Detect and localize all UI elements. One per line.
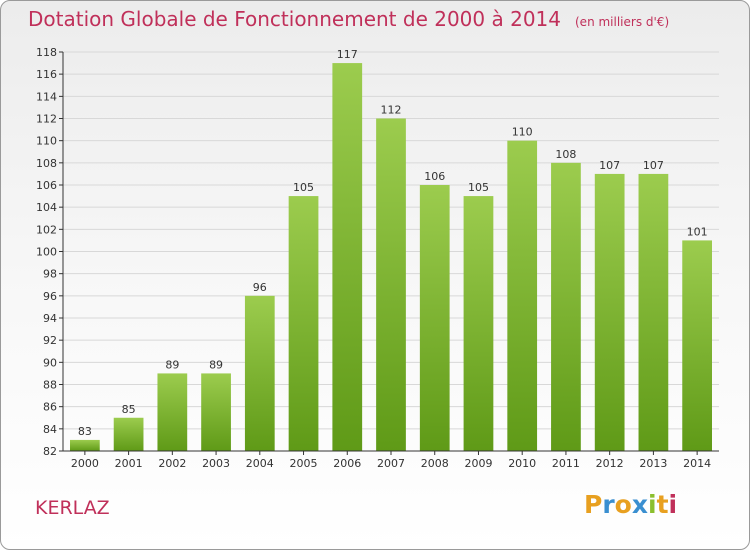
data-label: 96: [253, 281, 267, 294]
bar: [244, 295, 275, 451]
bar: [507, 140, 538, 451]
commune-name: KERLAZ: [35, 497, 110, 519]
x-tick-label: 2012: [596, 457, 624, 470]
data-label: 112: [381, 104, 402, 117]
data-label: 85: [122, 403, 136, 416]
proxiti-logo: Proxiti: [584, 490, 677, 519]
x-tick-label: 2008: [421, 457, 449, 470]
data-label: 89: [209, 358, 223, 371]
bars: [69, 63, 713, 452]
x-tick-label: 2004: [246, 457, 274, 470]
logo-letter: o: [614, 490, 632, 519]
y-tick-label: 94: [43, 312, 57, 325]
x-tick-label: 2013: [639, 457, 667, 470]
data-label: 117: [337, 48, 358, 61]
logo-letter: i: [668, 490, 678, 519]
bar: [682, 240, 713, 451]
x-tick-label: 2005: [290, 457, 318, 470]
bar: [332, 63, 363, 451]
x-tick-label: 2009: [464, 457, 492, 470]
labels: 82 84 86 88 90 92 94 96 98 100 102 104 106 108 110 112 1…: [36, 46, 711, 470]
y-tick-label: 96: [43, 290, 57, 303]
data-label: 110: [512, 126, 533, 139]
x-tick-label: 2011: [552, 457, 580, 470]
y-tick-label: 108: [36, 157, 57, 170]
data-label: 105: [468, 181, 489, 194]
bar: [551, 162, 581, 452]
y-tick-label: 98: [43, 268, 57, 281]
x-tick-label: 2010: [508, 457, 536, 470]
data-label: 105: [293, 181, 314, 194]
y-tick-label: 114: [36, 90, 57, 103]
bar: [69, 439, 100, 451]
bar: [288, 196, 319, 451]
x-tick-label: 2006: [333, 457, 361, 470]
y-tick-label: 116: [36, 68, 57, 81]
logo-letter: r: [602, 490, 615, 519]
x-tick-label: 2001: [115, 457, 143, 470]
bar: [201, 373, 231, 451]
data-label: 107: [599, 159, 620, 172]
y-tick-label: 118: [36, 46, 57, 59]
logo-letter: i: [648, 490, 657, 519]
chart-title: Dotation Globale de Fonctionnement de 20…: [28, 7, 669, 31]
bar: [638, 173, 669, 451]
x-tick-label: 2007: [377, 457, 405, 470]
y-tick-label: 106: [36, 179, 57, 192]
bar: [594, 173, 625, 451]
bar: [463, 196, 494, 451]
bar: [113, 417, 144, 451]
y-tick-label: 100: [36, 246, 57, 259]
y-tick-label: 110: [36, 135, 57, 148]
axes: [59, 51, 719, 455]
logo-letter: t: [656, 490, 669, 519]
data-label: 83: [78, 425, 92, 438]
y-tick-label: 90: [43, 356, 57, 369]
y-tick-label: 92: [43, 334, 57, 347]
data-label: 106: [424, 170, 445, 183]
chart-subtitle: (en milliers d'€): [575, 15, 670, 29]
data-label: 108: [555, 148, 576, 161]
y-tick-label: 112: [36, 113, 57, 126]
chart-title-text: Dotation Globale de Fonctionnement de 20…: [28, 7, 561, 31]
bar: [157, 373, 188, 451]
data-label: 101: [687, 225, 708, 238]
y-tick-label: 104: [36, 201, 57, 214]
y-tick-label: 84: [43, 423, 57, 436]
y-tick-label: 86: [43, 401, 57, 414]
y-tick-label: 88: [43, 379, 57, 392]
logo-letter: x: [631, 490, 648, 519]
y-tick-label: 102: [36, 223, 57, 236]
bar: [376, 118, 406, 451]
x-tick-label: 2014: [683, 457, 711, 470]
data-label: 107: [643, 159, 664, 172]
data-label: 89: [165, 358, 179, 371]
x-tick-label: 2000: [71, 457, 99, 470]
x-tick-label: 2002: [158, 457, 186, 470]
y-tick-label: 82: [43, 445, 57, 458]
bar: [419, 185, 450, 451]
x-tick-label: 2003: [202, 457, 230, 470]
logo-letter: P: [584, 490, 603, 519]
